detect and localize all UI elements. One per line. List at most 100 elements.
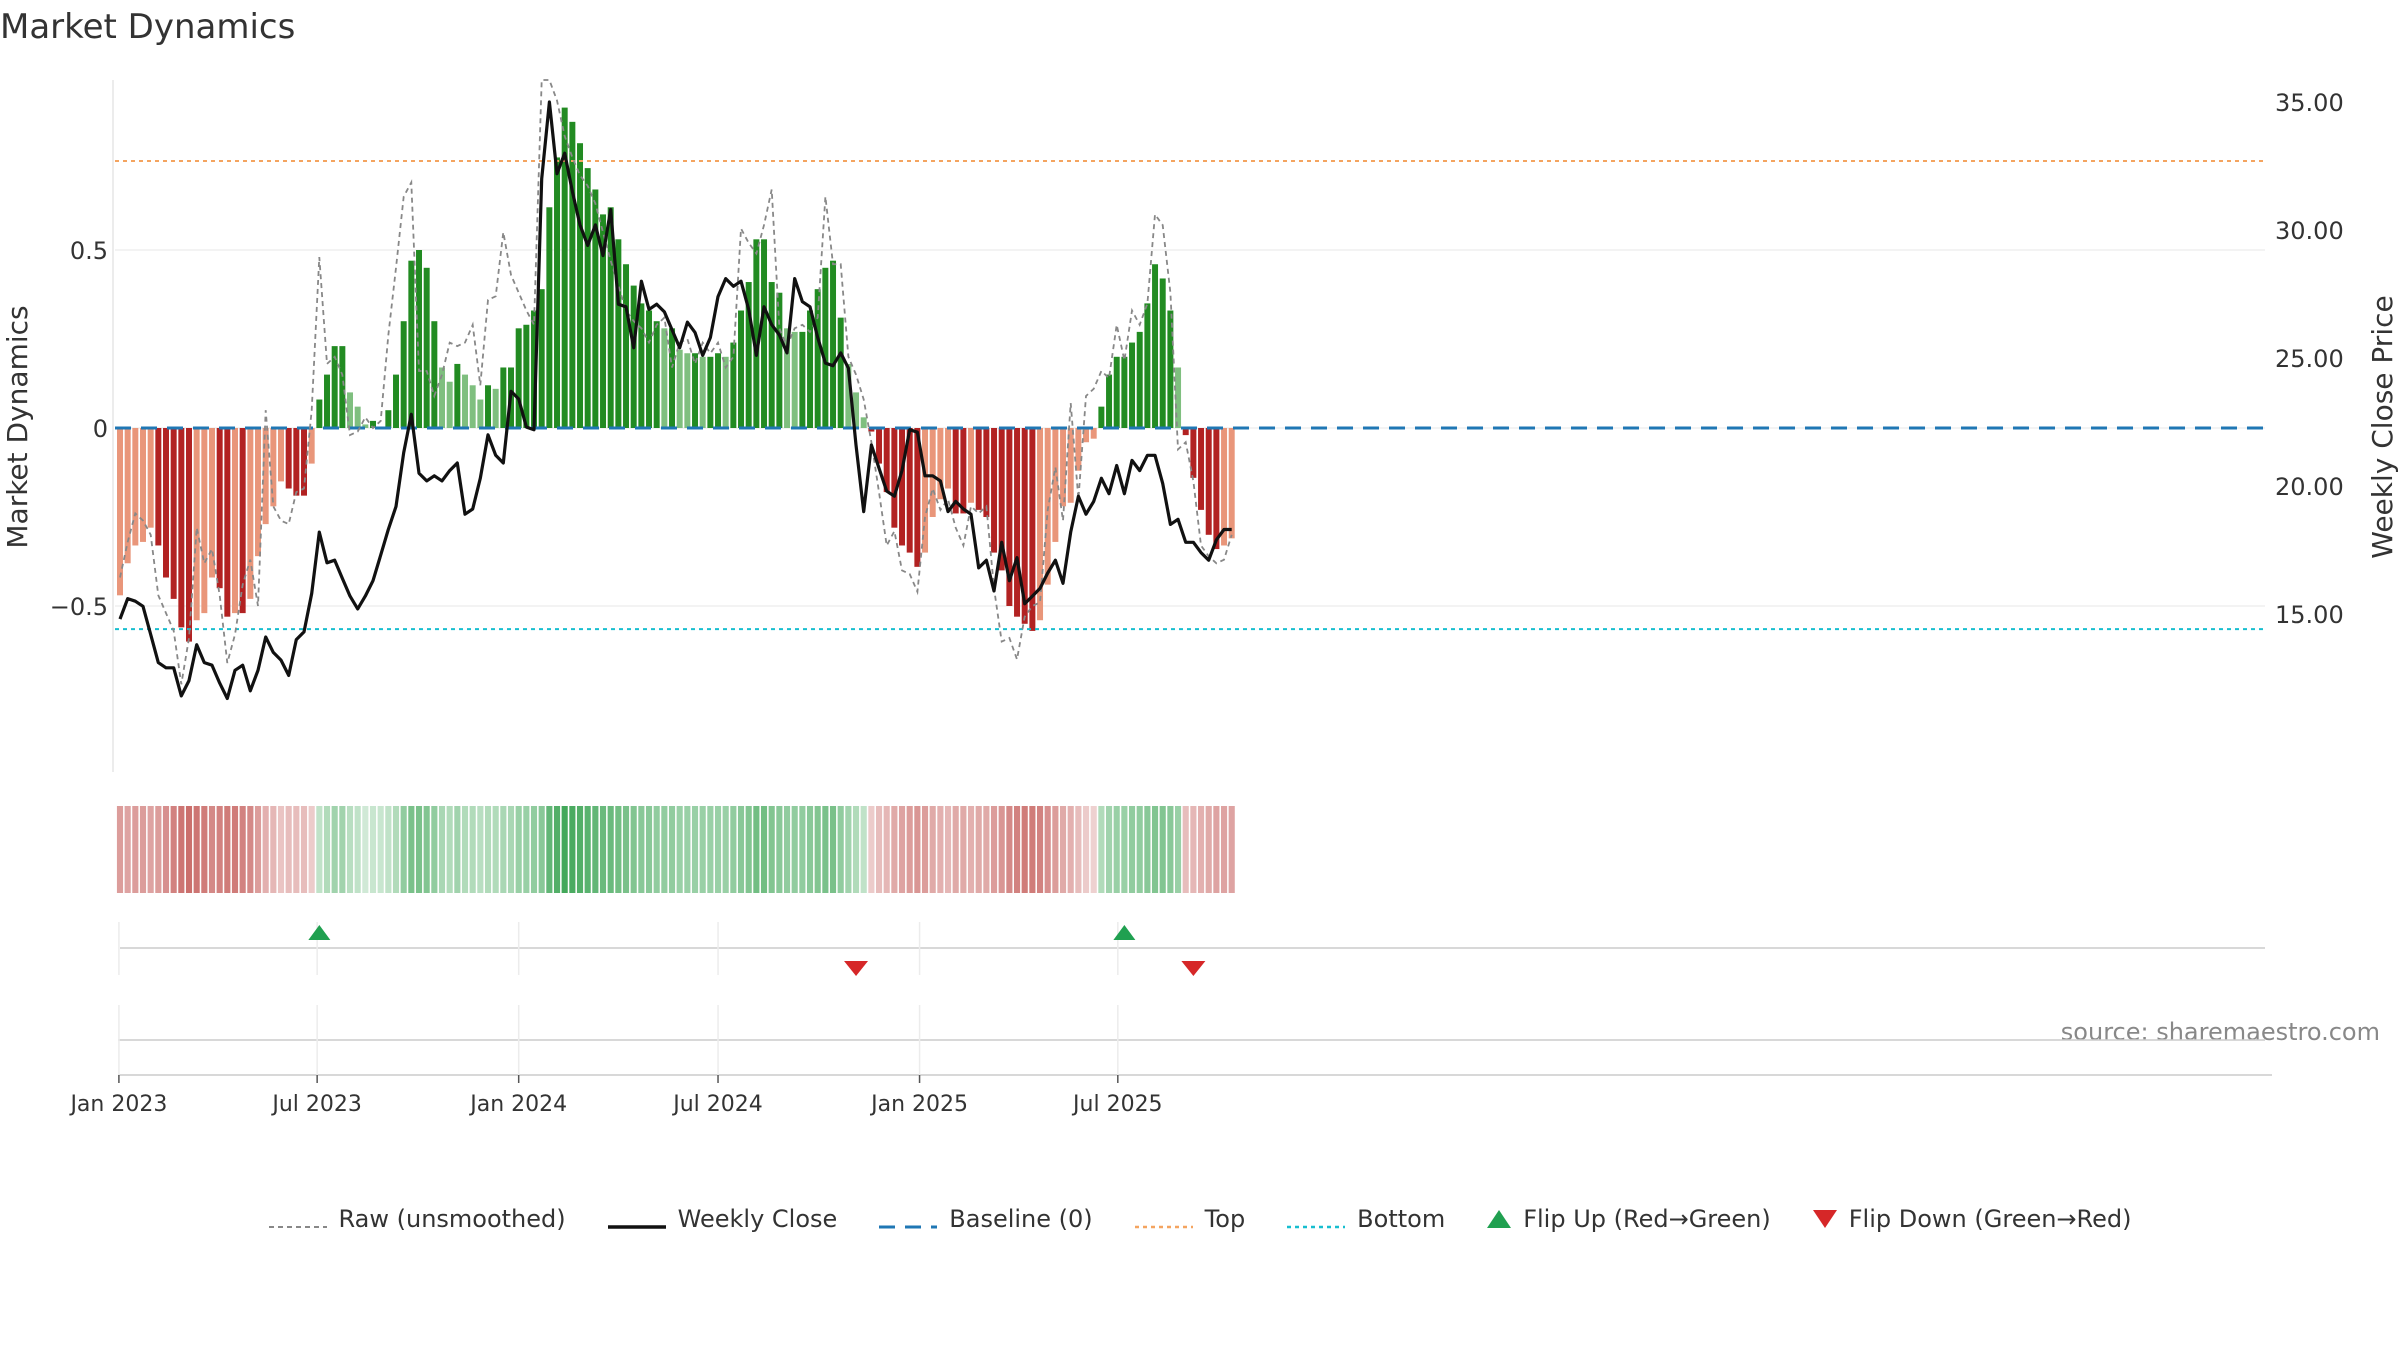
heat-cell <box>1190 806 1197 893</box>
heat-cell <box>1136 806 1143 893</box>
heat-cell <box>1021 806 1028 893</box>
heat-cell <box>1128 806 1136 893</box>
heat-cell <box>507 806 515 893</box>
dynamics-bar <box>669 328 676 428</box>
dynamics-bar <box>761 239 768 428</box>
dynamics-bar <box>515 328 522 428</box>
heat-cell <box>699 806 706 893</box>
dynamics-bar <box>1037 428 1044 621</box>
right-tick-label: 35.00 <box>2275 89 2344 117</box>
dynamics-bar <box>975 428 982 510</box>
heat-cell <box>584 806 591 893</box>
dynamics-bar <box>400 321 407 428</box>
heat-cell <box>676 806 683 893</box>
heat-cell <box>983 806 990 893</box>
heat-cell <box>1228 806 1235 893</box>
heat-cell <box>1213 806 1220 893</box>
dynamics-bar <box>1067 428 1074 503</box>
heat-cell <box>937 806 944 893</box>
heat-cell <box>960 806 967 893</box>
heat-cell <box>1182 806 1189 893</box>
flip-markers <box>308 925 1206 976</box>
heat-cell <box>454 806 461 893</box>
dynamics-bar <box>147 428 154 528</box>
heat-cell <box>883 806 890 893</box>
dynamics-bar <box>1098 406 1105 428</box>
dynamics-bar <box>592 189 599 428</box>
heat-cell <box>668 806 676 893</box>
dynamics-bar <box>247 428 254 599</box>
dynamics-bar <box>615 239 622 428</box>
dynamics-bar <box>339 346 346 428</box>
dynamics-bar <box>1152 264 1159 428</box>
dynamics-bar <box>423 267 430 428</box>
heat-cell <box>354 806 361 893</box>
dynamics-bar <box>1075 428 1082 471</box>
heat-cell <box>423 806 430 893</box>
legend-swatch-bottom <box>1287 1212 1346 1229</box>
left-axis-label: Market Dynamics <box>1 305 34 548</box>
right-tick-label: 15.00 <box>2275 601 2344 629</box>
dynamics-bar <box>837 317 844 428</box>
heat-cell <box>438 806 446 893</box>
heat-cell <box>722 806 729 893</box>
legend-swatch-top <box>1134 1212 1193 1229</box>
heat-cell <box>1075 806 1082 893</box>
raw-line <box>119 79 1233 685</box>
heat-cell <box>776 806 783 893</box>
heat-cell <box>262 806 269 893</box>
dynamics-bar <box>1213 428 1220 550</box>
dynamics-bar <box>155 428 162 546</box>
heat-cell <box>944 806 952 893</box>
heat-cell <box>684 806 691 893</box>
dynamics-bar <box>753 239 760 428</box>
heat-cell <box>707 806 714 893</box>
dynamics-bar <box>278 428 284 482</box>
heat-cell <box>860 806 867 893</box>
heat-cell <box>760 806 768 893</box>
dynamics-bar <box>1090 428 1097 439</box>
heat-cell <box>1067 806 1074 893</box>
dynamics-bar <box>1029 428 1036 631</box>
heat-cell <box>791 806 798 893</box>
heat-cell <box>653 806 660 893</box>
heat-cell <box>768 806 775 893</box>
heat-cell <box>178 806 185 893</box>
heat-cell <box>1090 806 1097 893</box>
dynamics-bar <box>124 428 131 564</box>
legend-swatch-baseline <box>879 1212 938 1229</box>
dynamics-bar <box>738 310 745 428</box>
heat-cell <box>929 806 936 893</box>
dynamics-bar <box>1014 428 1021 617</box>
dynamics-bar <box>262 428 269 525</box>
heat-cell <box>185 806 193 893</box>
heat-cell <box>500 806 507 893</box>
heat-cell <box>170 806 177 893</box>
source-note: source: sharemaestro.com <box>2061 1018 2380 1046</box>
dynamics-bar <box>1136 331 1143 428</box>
dynamics-bar <box>293 428 300 496</box>
left-tick-label: −0.5 <box>50 593 108 621</box>
heat-cell <box>1121 806 1128 893</box>
dynamics-bar <box>914 428 921 567</box>
heat-cell <box>852 806 860 893</box>
heat-cell <box>461 806 469 893</box>
heat-cell <box>308 806 315 893</box>
dynamics-bar <box>937 428 944 500</box>
dynamics-bar <box>799 331 806 428</box>
heat-cell <box>162 806 170 893</box>
heat-cell <box>285 806 292 893</box>
dynamics-bar <box>1175 367 1182 428</box>
heat-cell <box>277 806 285 893</box>
heat-cell <box>1174 806 1182 893</box>
legend-label-top: Top <box>1204 1205 1246 1233</box>
left-tick-label: 0 <box>93 415 108 443</box>
dynamics-bar <box>538 289 545 428</box>
heat-cell <box>224 806 231 893</box>
heat-cell <box>362 806 369 893</box>
dynamics-bar <box>316 399 323 428</box>
heat-cell <box>538 806 545 893</box>
legend-label-bottom: Bottom <box>1357 1205 1446 1233</box>
dynamics-bar <box>216 428 223 589</box>
dynamics-bar <box>232 428 238 614</box>
